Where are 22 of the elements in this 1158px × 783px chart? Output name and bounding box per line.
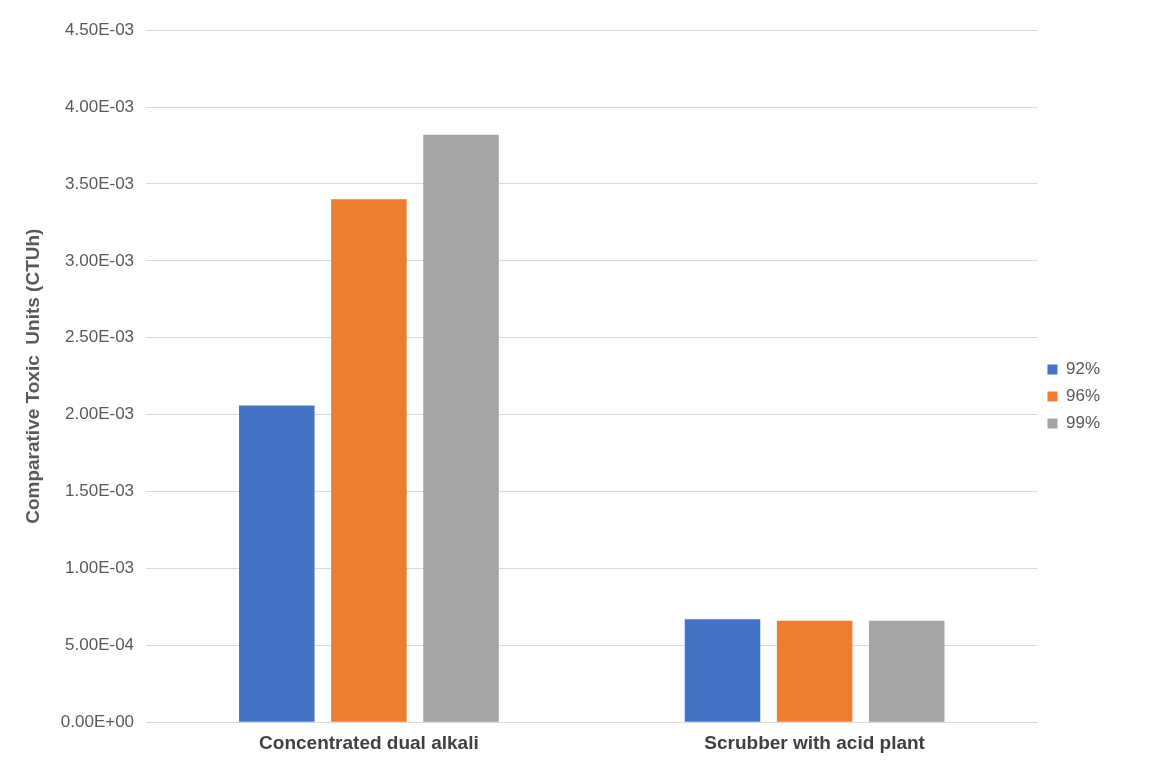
legend-label: 96% bbox=[1065, 386, 1101, 406]
y-tick-label: 5.00E-04 bbox=[65, 635, 135, 654]
bar bbox=[423, 134, 499, 722]
y-tick-label: 3.50E-03 bbox=[65, 173, 135, 193]
y-tick-label: 4.00E-03 bbox=[65, 96, 135, 116]
legend-label: 99% bbox=[1065, 413, 1101, 433]
bar bbox=[684, 619, 761, 722]
y-tick-label: 4.50E-03 bbox=[65, 19, 135, 39]
y-tick-label: 1.50E-03 bbox=[65, 481, 135, 501]
legend-label: 92% bbox=[1065, 359, 1101, 379]
y-tick-label: 3.00E-03 bbox=[65, 250, 135, 270]
y-tick-label: 2.00E-03 bbox=[65, 404, 135, 424]
y-tick-label: 2.50E-03 bbox=[65, 327, 135, 347]
y-axis-title: Comparative Toxic Units (CTUh) bbox=[21, 228, 43, 524]
bar bbox=[239, 405, 315, 722]
y-tick-label: 0.00E+00 bbox=[60, 711, 135, 731]
bar bbox=[776, 620, 853, 722]
y-tick-label: 1.00E-03 bbox=[65, 558, 135, 578]
x-tick-label: Concentrated dual alkali bbox=[259, 731, 479, 753]
bar bbox=[331, 199, 407, 722]
bar bbox=[868, 620, 945, 722]
x-tick-label: Scrubber with acid plant bbox=[704, 731, 926, 753]
